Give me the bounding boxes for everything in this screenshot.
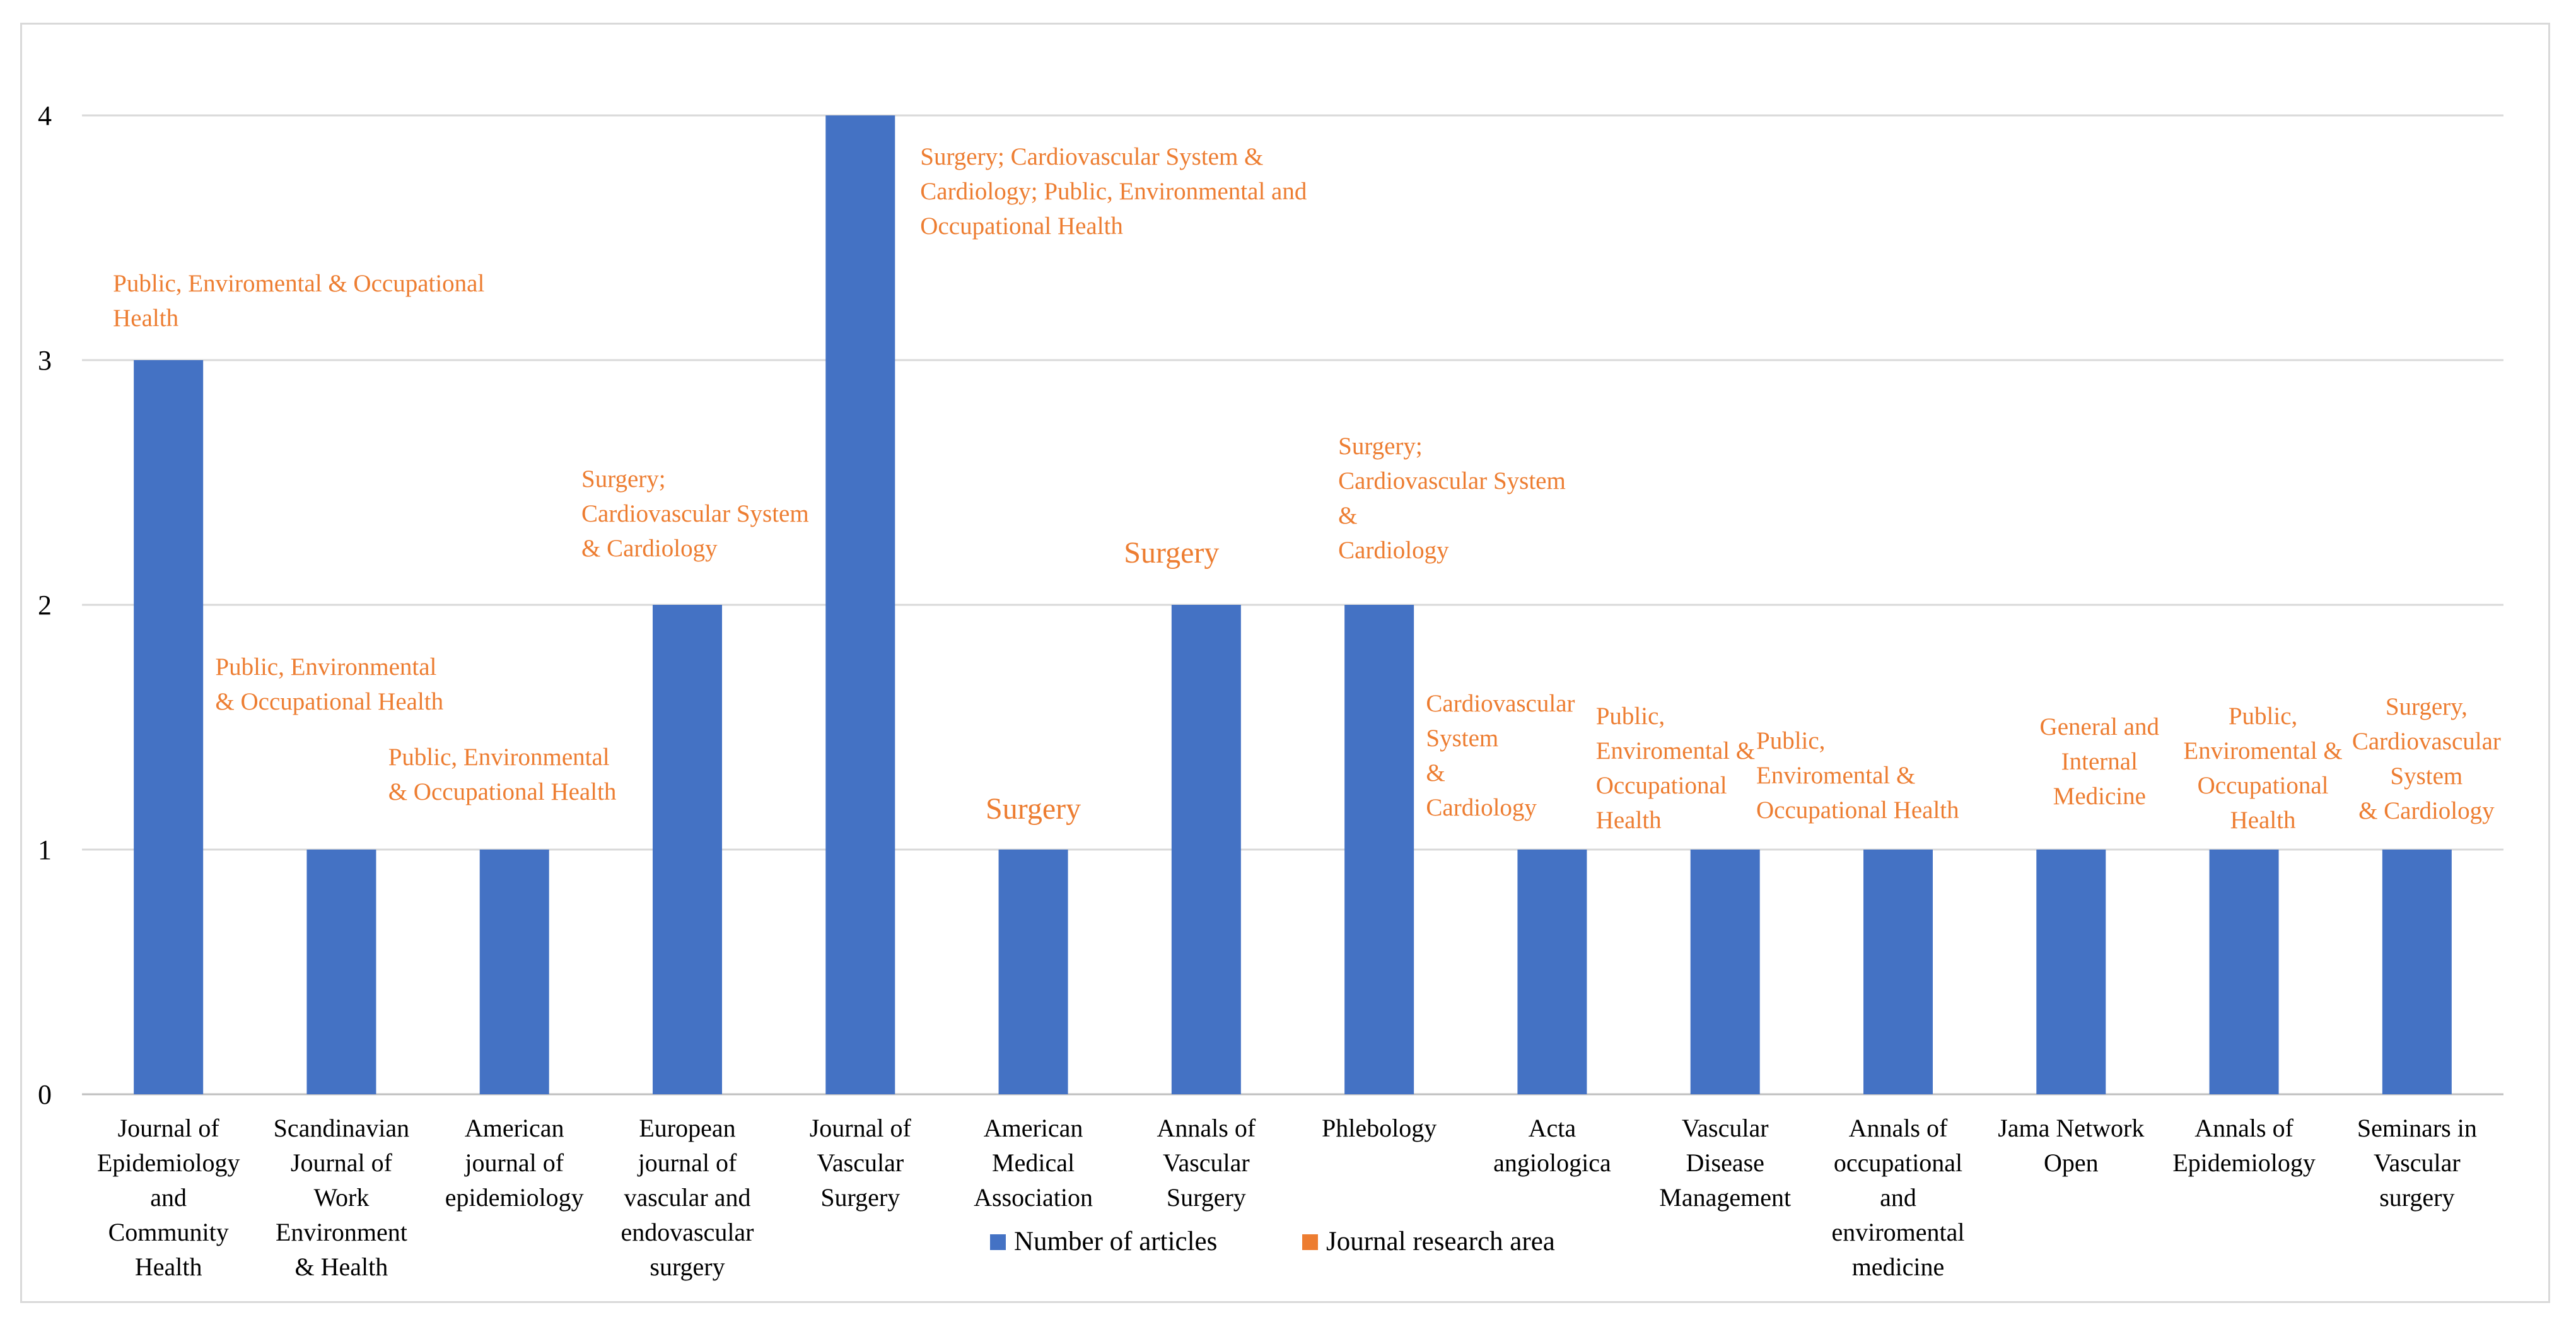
bar bbox=[134, 360, 204, 1094]
x-category-label: Annals of occupational and enviromental medi… bbox=[1831, 1114, 1964, 1281]
legend-label: Journal research area bbox=[1326, 1227, 1555, 1256]
research-area-label: Surgery; Cardiovascular System & Cardiology bbox=[1338, 433, 1566, 564]
bar bbox=[2209, 850, 2279, 1094]
bars bbox=[134, 115, 2452, 1094]
bar bbox=[306, 850, 376, 1094]
x-category-label: Scandinavian Journal of Work Environment & H… bbox=[274, 1114, 410, 1281]
research-area-label: Public, Enviromental & Occupational Healt… bbox=[113, 270, 484, 332]
research-area-label: Surgery; Cardiovascular System & Cardiolog… bbox=[581, 465, 809, 562]
research-area-label: Public, Enviromental & Occupational Health bbox=[1756, 727, 1959, 824]
bar bbox=[1517, 850, 1587, 1094]
x-category-label: Journal of Vascular Surgery bbox=[810, 1114, 912, 1212]
bar bbox=[2036, 850, 2106, 1094]
research-area-labels: Public, Enviromental & Occupational Healt… bbox=[113, 143, 2501, 834]
legend-label: Number of articles bbox=[1014, 1227, 1217, 1256]
x-axis-categories: Journal of Epidemiology and Community Health… bbox=[97, 1114, 2477, 1281]
research-area-label: Surgery bbox=[1124, 536, 1219, 570]
research-area-label: Surgery; Cardiovascular System & Cardiolo… bbox=[920, 143, 1307, 240]
research-area-label: Surgery, Cardiovascular System & Cardiology bbox=[2352, 693, 2501, 824]
bar bbox=[1690, 850, 1760, 1094]
y-tick-label: 4 bbox=[38, 100, 52, 131]
bar bbox=[825, 115, 895, 1094]
x-category-label: American journal of epidemiology bbox=[445, 1114, 584, 1212]
research-area-label: Public, Environmental & Occupational Heal… bbox=[388, 744, 617, 805]
x-category-label: Acta angiologica bbox=[1493, 1114, 1611, 1177]
chart-frame bbox=[20, 23, 2550, 1303]
bar bbox=[1344, 605, 1414, 1094]
bar bbox=[653, 605, 722, 1094]
research-area-label: Public, Enviromental & Occupational Health bbox=[1596, 703, 1755, 834]
y-axis-ticks: 0 1 2 3 4 bbox=[38, 100, 52, 1110]
y-tick-label: 2 bbox=[38, 590, 52, 621]
bar bbox=[1171, 605, 1241, 1094]
research-area-label: General and Internal Medicine bbox=[2040, 713, 2160, 810]
legend-swatch bbox=[990, 1234, 1006, 1250]
bar bbox=[998, 850, 1068, 1094]
research-area-label: Surgery bbox=[986, 792, 1081, 826]
x-category-label: Phlebology bbox=[1322, 1114, 1437, 1142]
y-tick-label: 0 bbox=[38, 1079, 52, 1110]
legend-swatch bbox=[1302, 1234, 1318, 1250]
x-category-label: Jama Network Open bbox=[1998, 1114, 2144, 1177]
research-area-label: Cardiovascular System & Cardiology bbox=[1426, 690, 1575, 821]
x-category-label: Journal of Epidemiology and Community Health bbox=[97, 1114, 240, 1281]
gridlines bbox=[82, 114, 2503, 1096]
bar bbox=[479, 850, 549, 1094]
x-category-label: American Medical Association bbox=[974, 1114, 1093, 1212]
x-category-label: Annals of Epidemiology bbox=[2172, 1114, 2316, 1177]
y-tick-label: 1 bbox=[38, 834, 52, 865]
legend: Number of articles Journal research area bbox=[990, 1227, 1555, 1256]
bar bbox=[2382, 850, 2452, 1094]
x-category-label: Vascular Disease Management bbox=[1659, 1114, 1791, 1212]
x-category-label: European journal of vascular and endovascul… bbox=[621, 1114, 754, 1281]
x-category-label: Seminars in Vascular surgery bbox=[2357, 1114, 2477, 1212]
bar bbox=[1863, 850, 1933, 1094]
research-area-label: Public, Enviromental & Occupational Health bbox=[2183, 703, 2342, 834]
y-tick-label: 3 bbox=[38, 345, 52, 376]
x-category-label: Annals of Vascular Surgery bbox=[1157, 1114, 1256, 1212]
research-area-label: Public, Environmental & Occupational Heal… bbox=[215, 653, 443, 715]
